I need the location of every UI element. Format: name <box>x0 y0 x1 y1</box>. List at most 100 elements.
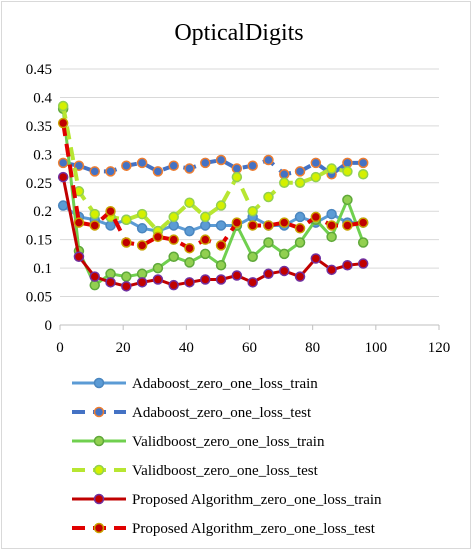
data-point <box>200 274 211 285</box>
legend-marker <box>93 522 105 534</box>
data-point <box>73 217 85 228</box>
legend-label: Adaboost_zero_one_loss_test <box>132 405 312 421</box>
legend-item: Validboost_zero_one_loss_test <box>72 463 319 479</box>
grid-lines <box>60 68 439 326</box>
data-point <box>200 248 211 260</box>
y-tick-label: 0.05 <box>26 290 52 306</box>
data-point <box>294 223 306 234</box>
data-point <box>73 160 85 171</box>
data-point <box>168 234 179 245</box>
data-point <box>326 231 337 243</box>
data-point <box>168 279 179 291</box>
data-point <box>136 240 148 251</box>
legend-marker <box>93 464 105 476</box>
data-point <box>57 117 69 129</box>
data-point <box>357 258 369 269</box>
data-point <box>326 264 337 276</box>
data-point <box>294 237 306 248</box>
legend-marker <box>93 377 105 389</box>
data-point <box>215 260 227 271</box>
data-point <box>57 157 69 169</box>
data-point <box>105 220 116 231</box>
data-point <box>247 220 258 231</box>
data-point <box>278 177 290 189</box>
series-4 <box>57 171 369 292</box>
x-tick-label: 120 <box>428 340 451 356</box>
y-tick-label: 0.3 <box>33 147 52 163</box>
data-point <box>278 248 290 260</box>
x-tick-label: 80 <box>305 340 320 356</box>
data-point <box>184 163 195 174</box>
data-point <box>89 279 100 291</box>
data-point <box>231 270 243 281</box>
data-point <box>357 217 369 228</box>
data-point <box>200 234 211 245</box>
data-point <box>184 242 195 254</box>
data-point <box>247 205 258 217</box>
legend-marker <box>93 435 105 447</box>
data-point <box>310 171 322 183</box>
data-point <box>278 168 290 180</box>
data-point <box>89 220 100 231</box>
data-point <box>152 262 164 274</box>
legend-label: Validboost_zero_one_loss_train <box>132 434 325 450</box>
data-point <box>294 177 306 189</box>
data-point <box>247 277 258 288</box>
data-point <box>184 257 195 268</box>
data-point <box>121 214 132 226</box>
axes: 0 0.05 0.1 0.15 0.2 0.25 0.3 0.35 0.4 0.45 0 20 40 60… <box>26 62 451 356</box>
legend-item: Proposed Algorithm_zero_one_loss_test <box>72 521 376 537</box>
y-tick-label: 0.1 <box>33 261 52 277</box>
data-point <box>357 237 369 248</box>
y-tick-label: 0.45 <box>26 62 52 78</box>
series-3 <box>57 100 369 237</box>
legend-item: Adaboost_zero_one_loss_test <box>72 405 312 421</box>
data-point <box>263 220 274 231</box>
series-5 <box>57 117 369 254</box>
legend-label: Adaboost_zero_one_loss_train <box>132 376 318 392</box>
data-point <box>136 157 148 169</box>
data-point <box>326 220 337 231</box>
data-point <box>200 211 211 223</box>
data-point <box>168 251 179 262</box>
data-point <box>105 277 116 288</box>
data-point <box>342 194 353 206</box>
data-point <box>168 160 179 171</box>
legend-item: Adaboost_zero_one_loss_train <box>72 376 318 392</box>
legend-label: Proposed Algorithm_zero_one_loss_train <box>132 492 382 508</box>
data-point <box>152 231 164 243</box>
legend-item: Validboost_zero_one_loss_train <box>72 434 325 450</box>
data-point <box>294 211 306 223</box>
data-point <box>215 274 227 285</box>
y-tick-label: 0.15 <box>26 233 52 249</box>
chart-title: OpticalDigits <box>174 20 303 46</box>
data-point <box>57 100 69 112</box>
data-point <box>200 157 211 169</box>
data-point <box>215 220 227 231</box>
data-point <box>89 271 100 282</box>
y-tick-label: 0 <box>45 318 53 334</box>
data-point <box>310 253 322 264</box>
data-point <box>342 166 353 177</box>
data-point <box>184 277 195 288</box>
data-point <box>342 220 353 231</box>
data-point <box>263 237 274 248</box>
data-point <box>105 166 116 177</box>
series-layer <box>57 100 369 292</box>
data-point <box>342 157 353 169</box>
data-point <box>89 166 100 177</box>
y-tick-label: 0.25 <box>26 176 52 192</box>
y-tick-label: 0.2 <box>33 204 52 220</box>
data-point <box>200 220 211 231</box>
data-point <box>310 211 322 223</box>
data-point <box>184 197 195 208</box>
x-tick-label: 100 <box>365 340 388 356</box>
data-point <box>247 160 258 171</box>
data-point <box>136 223 148 234</box>
data-point <box>215 200 227 211</box>
data-point <box>215 154 227 166</box>
data-point <box>136 277 148 288</box>
x-tick-label: 60 <box>242 340 257 356</box>
data-point <box>121 271 132 282</box>
